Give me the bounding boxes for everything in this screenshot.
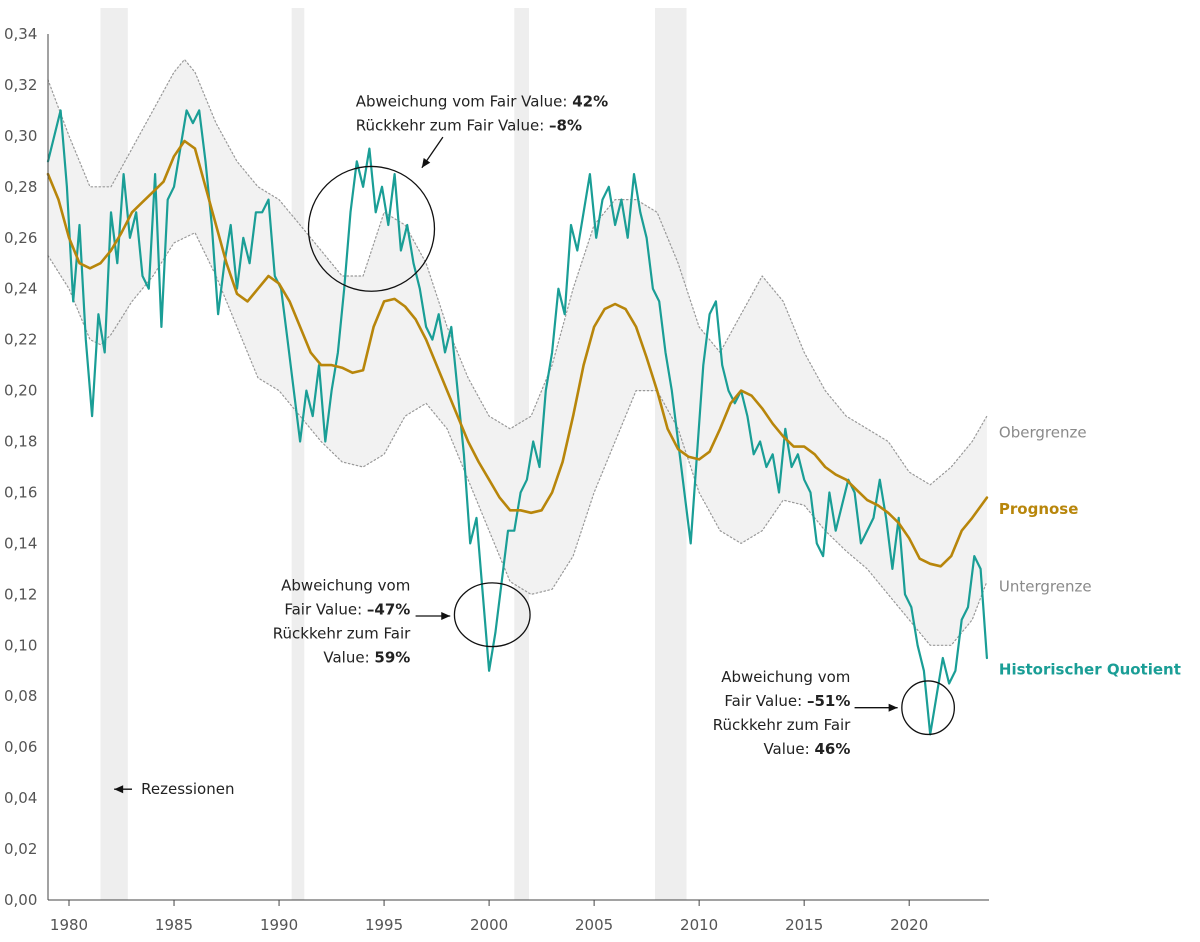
y-axis-ticks: 0,00 0,02 0,04 0,06 0,08 0,10 0,12 0,14 0,16 0,18… [4, 25, 37, 909]
y-tick-label: 0,08 [4, 687, 37, 705]
annotation-2000-text-normal: Abweichung vom [281, 577, 410, 595]
x-tick-label: 1985 [155, 916, 193, 934]
annotation-1994-text-normal: Rückkehr zum Fair Value: [356, 117, 549, 135]
series-label-untergrenze: Untergrenze [999, 578, 1092, 596]
y-tick-label: 0,12 [4, 585, 37, 603]
annotation-2021-text-normal: Rückkehr zum Fair [713, 716, 851, 734]
recession-band-3 [655, 8, 687, 900]
annotation-2000-text-bold: 59% [374, 649, 410, 667]
annotation-2021-text-normal: Abweichung vom [721, 668, 850, 686]
x-tick-label: 1980 [50, 916, 88, 934]
x-tick-label: 2020 [890, 916, 928, 934]
annotation-1994-text-line: Rückkehr zum Fair Value: –8% [356, 117, 582, 135]
series-labels: Obergrenze Prognose Untergrenze Historische… [999, 424, 1181, 679]
recession-bands [100, 8, 687, 900]
annotation-1994-arrow-head [421, 158, 431, 168]
recession-label: Rezessionen [141, 780, 234, 798]
x-tick-label: 2005 [575, 916, 613, 934]
y-tick-label: 0,18 [4, 433, 37, 451]
x-tick-label: 2010 [680, 916, 718, 934]
x-tick-label: 1990 [260, 916, 298, 934]
annotation-2021-text-normal: Value: [763, 740, 814, 758]
y-tick-label: 0,28 [4, 178, 37, 196]
annotation-2021-text-line: Fair Value: –51% [724, 692, 850, 710]
y-tick-label: 0,02 [4, 840, 37, 858]
forecast-band-area [48, 59, 987, 646]
y-tick-label: 0,22 [4, 331, 37, 349]
y-tick-label: 0,26 [4, 229, 37, 247]
annotation-2021-text-line: Abweichung vom [721, 668, 850, 686]
x-tick-label: 2015 [785, 916, 823, 934]
annotation-2021-text-bold: –51% [807, 692, 850, 710]
y-tick-label: 0,30 [4, 127, 37, 145]
annotation-1994-text-line: Abweichung vom Fair Value: 42% [356, 93, 608, 111]
x-axis-ticks: 1980 1985 1990 1995 2000 2005 2010 2015 2020 [50, 900, 928, 934]
annotation-2021-text-bold: 46% [814, 740, 850, 758]
x-tick-label: 1995 [365, 916, 403, 934]
series-line-prognose [46, 139, 989, 568]
y-tick-label: 0,32 [4, 76, 37, 94]
series-line-untergrenze [47, 232, 988, 646]
annotation-2000-text-normal: Value: [323, 649, 374, 667]
annotation-2000-text-line: Fair Value: –47% [284, 601, 410, 619]
forecast-band [48, 59, 987, 646]
annotation-1994-text-normal: Abweichung vom Fair Value: [356, 93, 573, 111]
annotation-2021-arrow-head [888, 703, 898, 712]
recession-arrow-head [114, 785, 124, 794]
series-lines [46, 58, 989, 736]
series-label-obergrenze: Obergrenze [999, 424, 1087, 442]
annotation-2000-text-normal: Fair Value: [284, 601, 367, 619]
annotation-2021-text-line: Value: 46% [763, 740, 850, 758]
recession-band-1 [291, 8, 305, 900]
series-label-prognose: Prognose [999, 500, 1079, 518]
y-tick-label: 0,16 [4, 483, 37, 501]
annotation-2000-arrow-head [441, 612, 451, 621]
recession-band-0 [100, 8, 128, 900]
annotation-2021-text-normal: Fair Value: [724, 692, 807, 710]
annotation-2000-text-line: Value: 59% [323, 649, 410, 667]
annotation-2000-text-line: Rückkehr zum Fair [273, 625, 411, 643]
annotation-1994-text-bold: –8% [549, 117, 582, 135]
x-tick-label: 2000 [470, 916, 508, 934]
annotation-2000-text-bold: –47% [367, 601, 410, 619]
y-tick-label: 0,04 [4, 789, 37, 807]
annotation-1994-text-bold: 42% [572, 93, 608, 111]
axes [47, 34, 989, 901]
annotation-2000-text-line: Abweichung vom [281, 577, 410, 595]
annotation-1994-circle [307, 165, 436, 292]
y-tick-label: 0,10 [4, 636, 37, 654]
annotation-2000-text-normal: Rückkehr zum Fair [273, 625, 411, 643]
annotation-2021-circle [901, 680, 955, 736]
annotation-2021-text-line: Rückkehr zum Fair [713, 716, 851, 734]
y-tick-label: 0,24 [4, 280, 37, 298]
y-tick-label: 0,00 [4, 891, 37, 909]
y-tick-label: 0,14 [4, 534, 37, 552]
series-label-historischer-quotient: Historischer Quotient [999, 660, 1181, 678]
series-line-obergrenze [47, 58, 988, 486]
series-line-historischer-quotient [46, 109, 988, 736]
annotation-2000-circle [453, 582, 531, 648]
y-tick-label: 0,20 [4, 382, 37, 400]
y-tick-label: 0,34 [4, 25, 37, 43]
y-tick-label: 0,06 [4, 738, 37, 756]
annotations: Abweichung vom Fair Value: 42% Rückkehr z… [114, 93, 955, 798]
